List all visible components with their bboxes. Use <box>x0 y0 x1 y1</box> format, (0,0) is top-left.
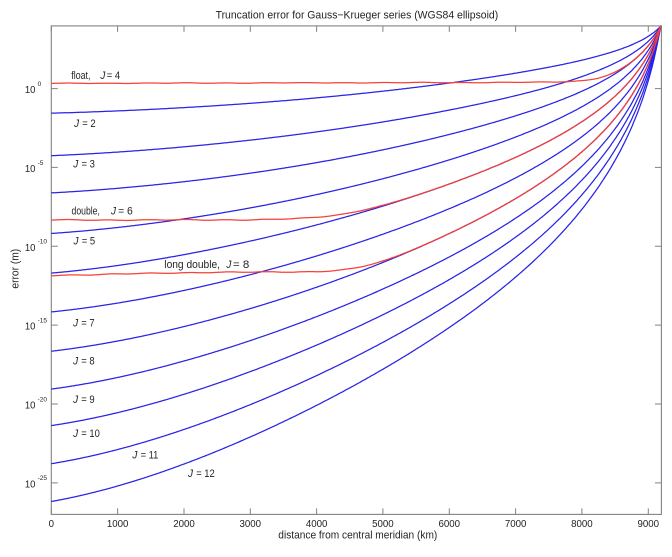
svg-text:= 12: = 12 <box>196 468 215 480</box>
svg-text:2000: 2000 <box>173 519 195 530</box>
svg-text:1000: 1000 <box>107 519 129 530</box>
svg-text:8000: 8000 <box>571 519 593 530</box>
svg-text:long double,: long double, <box>164 259 220 271</box>
svg-text:-10: -10 <box>38 239 48 246</box>
svg-text:10: 10 <box>25 401 36 412</box>
svg-text:10: 10 <box>25 243 36 254</box>
svg-text:= 4: = 4 <box>107 70 120 82</box>
svg-text:0: 0 <box>49 519 55 530</box>
svg-text:3000: 3000 <box>240 519 262 530</box>
svg-text:9000: 9000 <box>638 519 660 530</box>
svg-text:J: J <box>131 449 137 461</box>
svg-text:J: J <box>72 318 78 330</box>
svg-text:double,: double, <box>72 206 100 218</box>
svg-text:-20: -20 <box>38 396 48 403</box>
svg-text:J: J <box>187 468 193 480</box>
svg-text:10: 10 <box>25 479 36 490</box>
svg-text:distance from central meridian: distance from central meridian (km) <box>278 530 437 542</box>
svg-text:-5: -5 <box>38 160 44 167</box>
svg-text:J: J <box>225 259 231 271</box>
svg-text:= 6: = 6 <box>118 206 133 218</box>
svg-text:4000: 4000 <box>306 519 328 530</box>
svg-text:5000: 5000 <box>372 519 394 530</box>
svg-text:-15: -15 <box>38 317 48 324</box>
svg-text:6000: 6000 <box>439 519 461 530</box>
svg-text:7000: 7000 <box>505 519 527 530</box>
svg-text:= 8: = 8 <box>81 356 94 368</box>
svg-text:J: J <box>110 206 116 218</box>
svg-text:J: J <box>72 159 78 171</box>
svg-text:J: J <box>72 428 78 440</box>
svg-text:= 11: = 11 <box>141 449 159 461</box>
svg-text:Truncation error for Gauss−Kru: Truncation error for Gauss−Krueger serie… <box>216 9 499 21</box>
svg-text:J: J <box>99 70 105 82</box>
svg-text:= 2: = 2 <box>82 118 95 130</box>
svg-text:= 10: = 10 <box>81 428 100 440</box>
svg-text:J: J <box>72 394 78 406</box>
svg-text:= 5: = 5 <box>82 236 95 248</box>
svg-text:10: 10 <box>25 164 36 175</box>
svg-text:J: J <box>73 118 79 130</box>
svg-text:= 3: = 3 <box>82 159 95 171</box>
svg-text:0: 0 <box>38 81 42 88</box>
svg-text:error (m): error (m) <box>10 249 22 289</box>
svg-text:J: J <box>72 356 78 368</box>
svg-text:= 7: = 7 <box>81 318 94 330</box>
svg-text:= 9: = 9 <box>81 394 94 406</box>
svg-text:float,: float, <box>71 70 90 82</box>
svg-text:= 8: = 8 <box>233 259 249 271</box>
svg-text:J: J <box>73 236 79 248</box>
svg-text:-25: -25 <box>38 475 48 482</box>
svg-text:10: 10 <box>25 322 36 333</box>
svg-text:10: 10 <box>25 85 36 96</box>
